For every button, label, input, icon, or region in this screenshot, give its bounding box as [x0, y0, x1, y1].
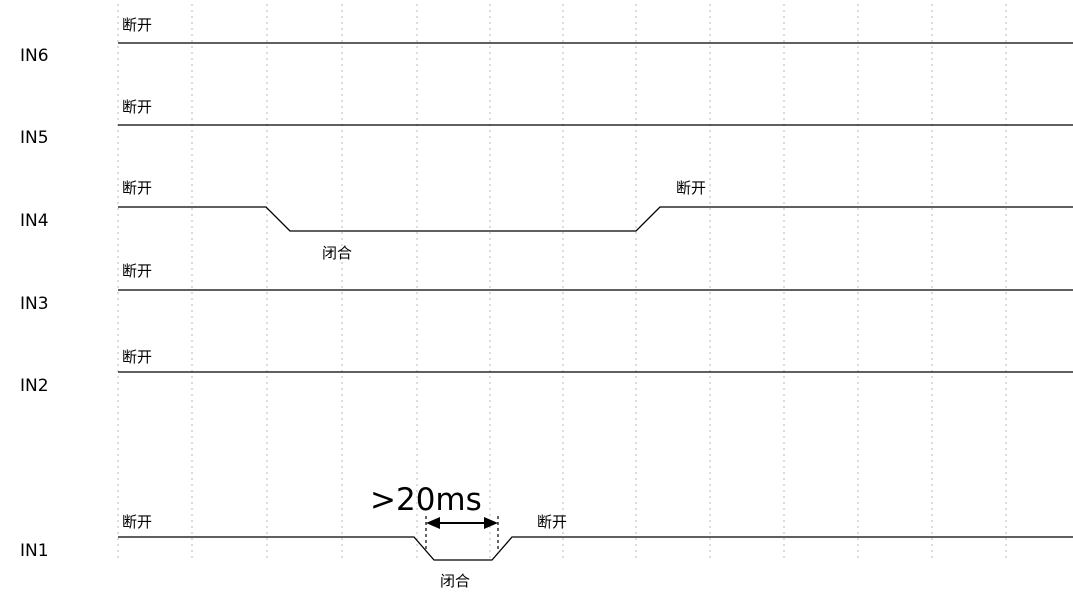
channel-label-in3: IN3 [20, 294, 49, 314]
state-label-in1-reopen: 断开 [537, 513, 567, 531]
grid [117, 4, 1007, 560]
channel-label-in1: IN1 [20, 541, 49, 561]
state-label-in3-open: 断开 [122, 262, 152, 280]
state-label-in6-open: 断开 [122, 16, 152, 34]
channel-label-in4: IN4 [20, 211, 49, 231]
signal-line-in1 [118, 536, 1073, 561]
state-label-in2-open: 断开 [122, 348, 152, 366]
state-label-in1-open: 断开 [122, 513, 152, 531]
state-label-in5-open: 断开 [122, 98, 152, 116]
arrow-left-icon [426, 517, 440, 529]
signal-line-in4 [118, 206, 1073, 232]
arrow-right-icon [484, 517, 498, 529]
state-label-in1-closed: 闭合 [440, 572, 470, 590]
state-label-in4-closed: 闭合 [322, 244, 352, 262]
channel-label-in2: IN2 [20, 376, 49, 396]
timing-annotation-label: >20ms [370, 482, 482, 518]
state-label-in4-reopen: 断开 [676, 179, 706, 197]
channel-label-in6: IN6 [20, 46, 49, 66]
state-label-in4-open: 断开 [122, 179, 152, 197]
channel-label-in5: IN5 [20, 128, 49, 148]
